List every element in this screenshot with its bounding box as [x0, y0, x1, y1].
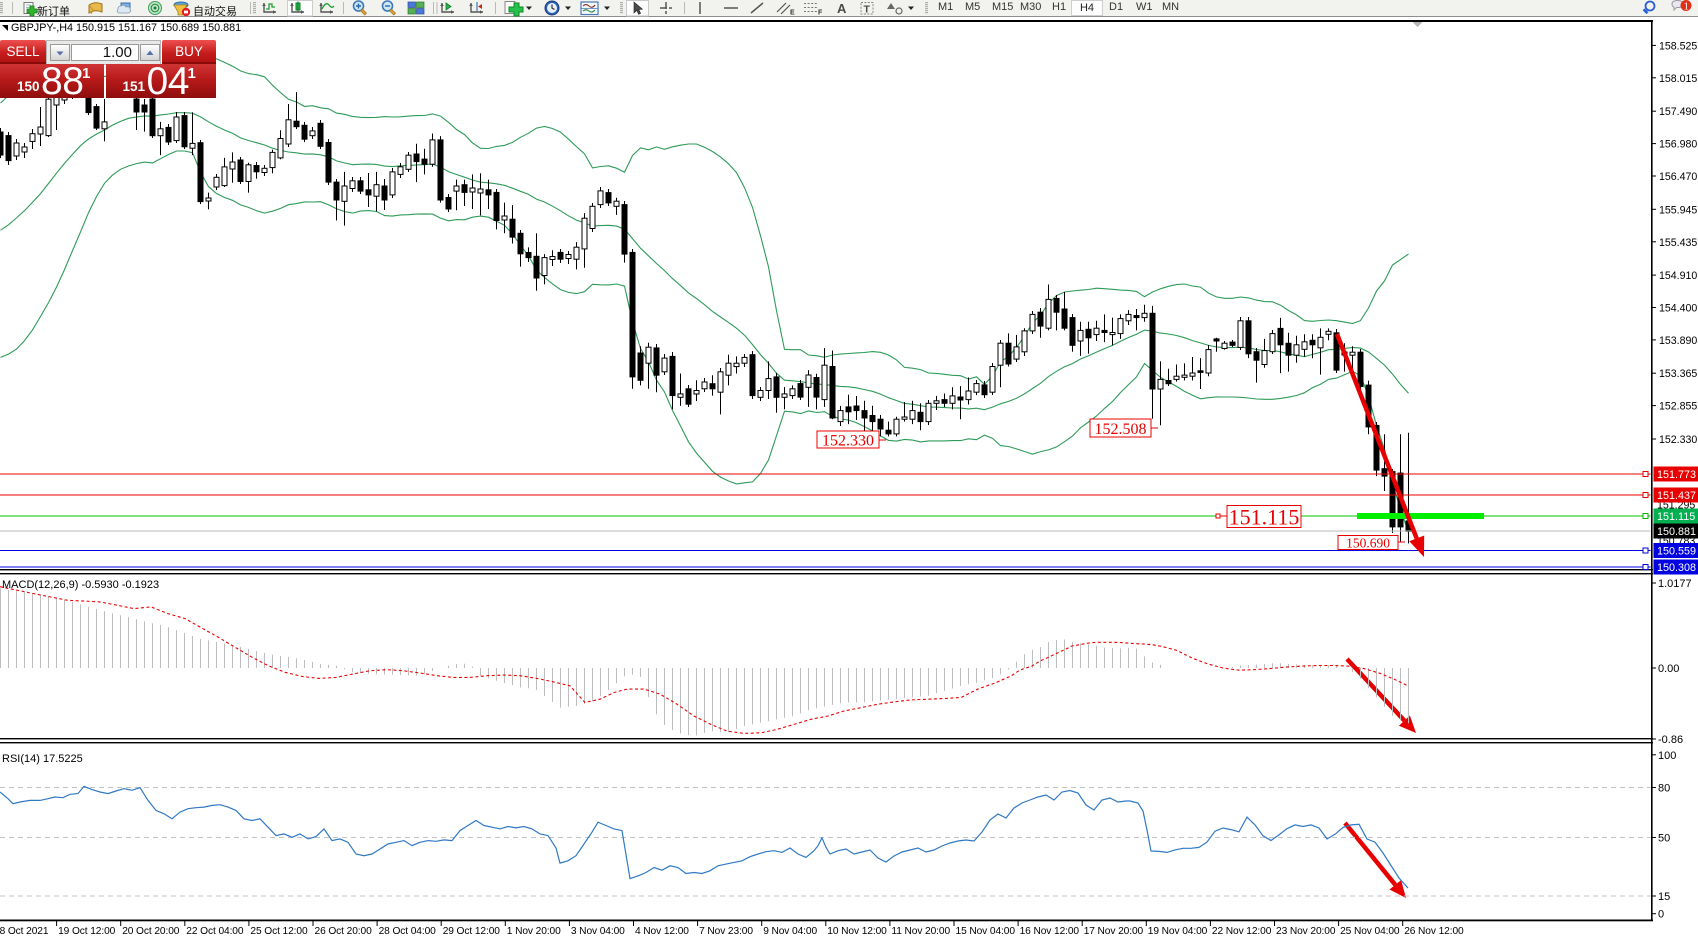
svg-text:26 Nov 12:00: 26 Nov 12:00	[1404, 926, 1464, 937]
svg-text:4 Nov 12:00: 4 Nov 12:00	[635, 926, 689, 937]
svg-text:154.400: 154.400	[1659, 303, 1697, 315]
svg-text:11 Nov 20:00: 11 Nov 20:00	[891, 926, 950, 937]
svg-text:0: 0	[1658, 909, 1664, 921]
svg-text:1.0177: 1.0177	[1658, 578, 1692, 590]
svg-text:RSI(14) 17.5225: RSI(14) 17.5225	[2, 753, 83, 765]
svg-text:155.945: 155.945	[1659, 204, 1697, 216]
svg-text:20 Oct 20:00: 20 Oct 20:00	[122, 926, 180, 937]
svg-text:151.115: 151.115	[1657, 511, 1695, 523]
svg-text:E: E	[790, 10, 795, 17]
svg-text:29 Oct 12:00: 29 Oct 12:00	[443, 926, 501, 937]
svg-text:156.470: 156.470	[1659, 171, 1697, 183]
svg-text:151.115: 151.115	[1229, 504, 1300, 529]
svg-text:0.00: 0.00	[1658, 663, 1679, 675]
svg-text:153.365: 153.365	[1659, 368, 1697, 380]
svg-text:153.890: 153.890	[1659, 335, 1697, 347]
svg-text:1: 1	[1684, 2, 1689, 13]
svg-text:150.881: 150.881	[1657, 526, 1696, 538]
svg-text:25 Nov 04:00: 25 Nov 04:00	[1340, 926, 1400, 937]
svg-text:25 Oct 12:00: 25 Oct 12:00	[250, 926, 308, 937]
svg-text:18 Oct 2021: 18 Oct 2021	[0, 926, 49, 937]
svg-text:MACD(12,26,9) -0.5930 -0.1923: MACD(12,26,9) -0.5930 -0.1923	[2, 579, 159, 591]
svg-text:F: F	[818, 10, 823, 17]
svg-text:17 Nov 20:00: 17 Nov 20:00	[1084, 926, 1144, 937]
svg-text:152.330: 152.330	[822, 432, 874, 449]
svg-text:157.490: 157.490	[1659, 106, 1697, 118]
svg-text:15 Nov 04:00: 15 Nov 04:00	[956, 926, 1016, 937]
svg-text:10 Nov 12:00: 10 Nov 12:00	[827, 926, 887, 937]
svg-text:151.773: 151.773	[1657, 469, 1696, 481]
svg-text:50: 50	[1658, 833, 1670, 845]
svg-text:1 Nov 20:00: 1 Nov 20:00	[507, 926, 561, 937]
svg-text:9 Nov 04:00: 9 Nov 04:00	[763, 926, 817, 937]
svg-text:152.330: 152.330	[1659, 434, 1697, 446]
svg-text:154.910: 154.910	[1659, 270, 1697, 282]
svg-text:19 Nov 04:00: 19 Nov 04:00	[1148, 926, 1208, 937]
svg-text:7 Nov 23:00: 7 Nov 23:00	[699, 926, 753, 937]
svg-text:A: A	[837, 1, 847, 16]
svg-text:23 Nov 20:00: 23 Nov 20:00	[1276, 926, 1336, 937]
svg-text:152.855: 152.855	[1659, 401, 1697, 413]
svg-text:T: T	[864, 4, 871, 16]
svg-text:150.559: 150.559	[1657, 546, 1696, 558]
svg-text:80: 80	[1658, 783, 1670, 795]
svg-text:158.015: 158.015	[1659, 73, 1697, 85]
svg-text:151.437: 151.437	[1657, 490, 1696, 502]
svg-text:152.508: 152.508	[1095, 421, 1147, 438]
svg-text:26 Oct 20:00: 26 Oct 20:00	[315, 926, 373, 937]
svg-text:3 Nov 04:00: 3 Nov 04:00	[571, 926, 625, 937]
svg-text:-0.86: -0.86	[1658, 734, 1683, 746]
svg-text:150.308: 150.308	[1657, 562, 1696, 574]
svg-text:GBPJPY-,H4 150.915 151.167 15: GBPJPY-,H4 150.915 151.167 150.689 150.8…	[11, 22, 241, 34]
svg-text:150.690: 150.690	[1346, 535, 1390, 550]
svg-text:100: 100	[1658, 750, 1676, 762]
svg-text:158.525: 158.525	[1659, 40, 1697, 52]
svg-text:22 Nov 12:00: 22 Nov 12:00	[1212, 926, 1272, 937]
svg-text:15: 15	[1658, 891, 1670, 903]
svg-text:19 Oct 12:00: 19 Oct 12:00	[58, 926, 116, 937]
svg-text:155.435: 155.435	[1659, 237, 1697, 249]
svg-text:22 Oct 04:00: 22 Oct 04:00	[186, 926, 244, 937]
svg-text:28 Oct 04:00: 28 Oct 04:00	[379, 926, 437, 937]
svg-text:16 Nov 12:00: 16 Nov 12:00	[1020, 926, 1080, 937]
svg-text:156.980: 156.980	[1659, 139, 1697, 151]
